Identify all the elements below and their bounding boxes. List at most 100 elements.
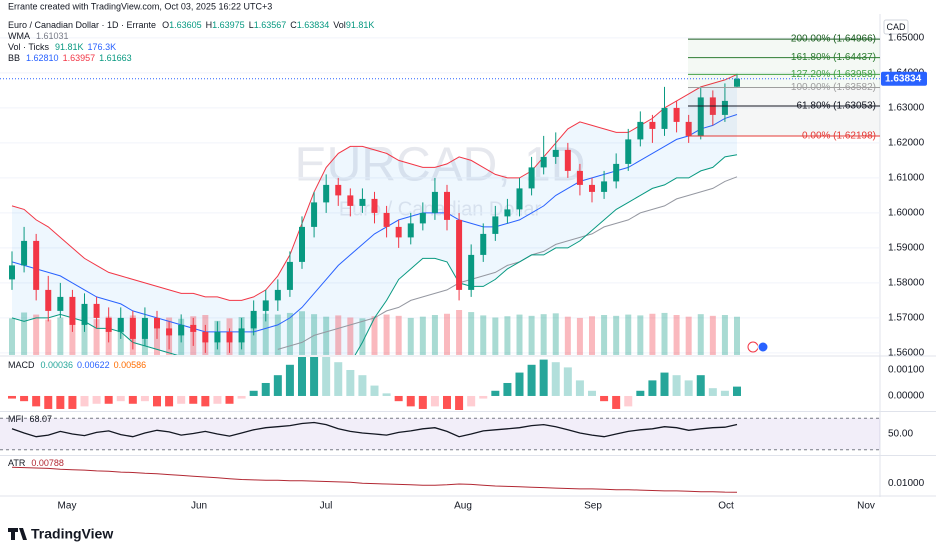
candle-body xyxy=(613,163,620,182)
volume-bar xyxy=(661,312,668,355)
macd-bar xyxy=(140,395,149,402)
macd-bar xyxy=(527,364,536,396)
volume-bar xyxy=(286,312,293,355)
macd-bar xyxy=(551,362,560,396)
candle-body xyxy=(383,212,390,227)
fib-label: 200.00% (1.64966) xyxy=(791,34,876,45)
mfi-pane xyxy=(0,417,880,451)
candle-body xyxy=(166,328,173,336)
candle-body xyxy=(69,296,76,325)
macd-bar xyxy=(600,395,609,402)
candle-body xyxy=(721,100,728,115)
volume-bar xyxy=(649,313,656,355)
volume-bar xyxy=(697,314,704,355)
legend-item: Euro / Canadian Dollar · 1D · Errante xyxy=(8,20,156,30)
event-icon[interactable] xyxy=(747,341,759,353)
candle-body xyxy=(154,317,160,329)
macd-bar xyxy=(298,357,306,396)
y-tick-label: 1.63000 xyxy=(888,103,925,114)
macd-bar xyxy=(563,367,572,396)
volume-bar xyxy=(45,319,52,355)
last-price-label: 1.63834 xyxy=(885,73,922,84)
x-tick-label: Jun xyxy=(191,501,207,512)
volume-bar xyxy=(468,312,475,355)
volume-bar xyxy=(673,315,680,355)
x-tick-label: Oct xyxy=(718,501,734,512)
volume-bar xyxy=(709,315,716,355)
volume-bar xyxy=(250,315,257,355)
legend-row: ATR 0.00788 xyxy=(8,458,64,468)
macd-bar xyxy=(648,380,657,396)
candle-body xyxy=(661,107,668,129)
candle-body xyxy=(528,167,535,189)
macd-bar xyxy=(358,375,367,396)
volume-bar xyxy=(721,315,728,355)
currency-box[interactable] xyxy=(883,19,909,35)
candle-body xyxy=(480,233,487,255)
logo-text: TradingView xyxy=(31,526,113,542)
price-pane xyxy=(0,37,880,355)
candle-body xyxy=(673,107,680,122)
legend-item: 1.63567 xyxy=(254,20,287,30)
legend-item: 91.81K xyxy=(346,20,375,30)
macd-pane xyxy=(8,357,741,410)
macd-bar xyxy=(334,362,343,396)
fib-label: 161.80% (1.64437) xyxy=(791,52,876,63)
volume-bar xyxy=(311,314,318,355)
candle-body xyxy=(589,184,595,192)
candle-body xyxy=(190,324,197,332)
volume-bar xyxy=(528,315,535,355)
candle-body xyxy=(395,226,402,238)
volume-bar xyxy=(93,319,100,355)
candle-body xyxy=(444,191,450,220)
candle-body xyxy=(685,121,692,136)
macd-bar xyxy=(128,395,137,404)
candle-body xyxy=(178,324,185,336)
candle-body xyxy=(117,317,124,332)
y-tick-label: 0.00000 xyxy=(888,391,925,402)
candle-body xyxy=(141,317,148,339)
macd-bar xyxy=(672,375,681,396)
volume-bar xyxy=(33,314,40,355)
macd-bar xyxy=(370,385,379,396)
candle-body xyxy=(564,149,571,171)
candle-body xyxy=(734,78,740,87)
candle-body xyxy=(33,240,40,290)
macd-bar xyxy=(624,395,633,407)
volume-bar xyxy=(576,317,583,355)
volume-bar xyxy=(21,312,28,355)
candle-body xyxy=(238,328,245,343)
legend-item: 1.63957 xyxy=(63,53,96,63)
volume-bar xyxy=(492,317,499,355)
volume-bar xyxy=(685,316,692,355)
legend-row: Euro / Canadian Dollar · 1D · Errante O1.… xyxy=(8,20,374,30)
macd-bar xyxy=(237,395,246,399)
macd-bar xyxy=(575,380,584,396)
volume-bar xyxy=(347,317,354,355)
legend-item: BB xyxy=(8,53,20,63)
macd-bar xyxy=(443,395,451,409)
event-icon[interactable] xyxy=(757,341,769,353)
legend-item: 0.00622 xyxy=(77,360,110,370)
macd-bar xyxy=(92,395,101,404)
fib-label: 127.20% (1.63958) xyxy=(791,69,876,80)
candle-body xyxy=(407,223,414,238)
y-tick-label: 1.65000 xyxy=(888,33,925,44)
macd-bar xyxy=(455,395,464,410)
candle-body xyxy=(274,289,281,301)
candle-body xyxy=(625,139,632,164)
macd-bar xyxy=(310,357,319,396)
macd-bar xyxy=(660,372,669,396)
volume-bar xyxy=(69,315,76,355)
candle-body xyxy=(81,303,88,325)
y-tick-label: 50.00 xyxy=(888,429,913,440)
volume-bar xyxy=(516,314,523,355)
candle-body xyxy=(576,170,583,185)
legend-item: 1.61663 xyxy=(99,53,132,63)
legend-item: ATR xyxy=(8,458,26,468)
atr-pane xyxy=(11,466,738,493)
legend-item: 68.07 xyxy=(30,414,53,424)
candle-body xyxy=(335,184,342,196)
